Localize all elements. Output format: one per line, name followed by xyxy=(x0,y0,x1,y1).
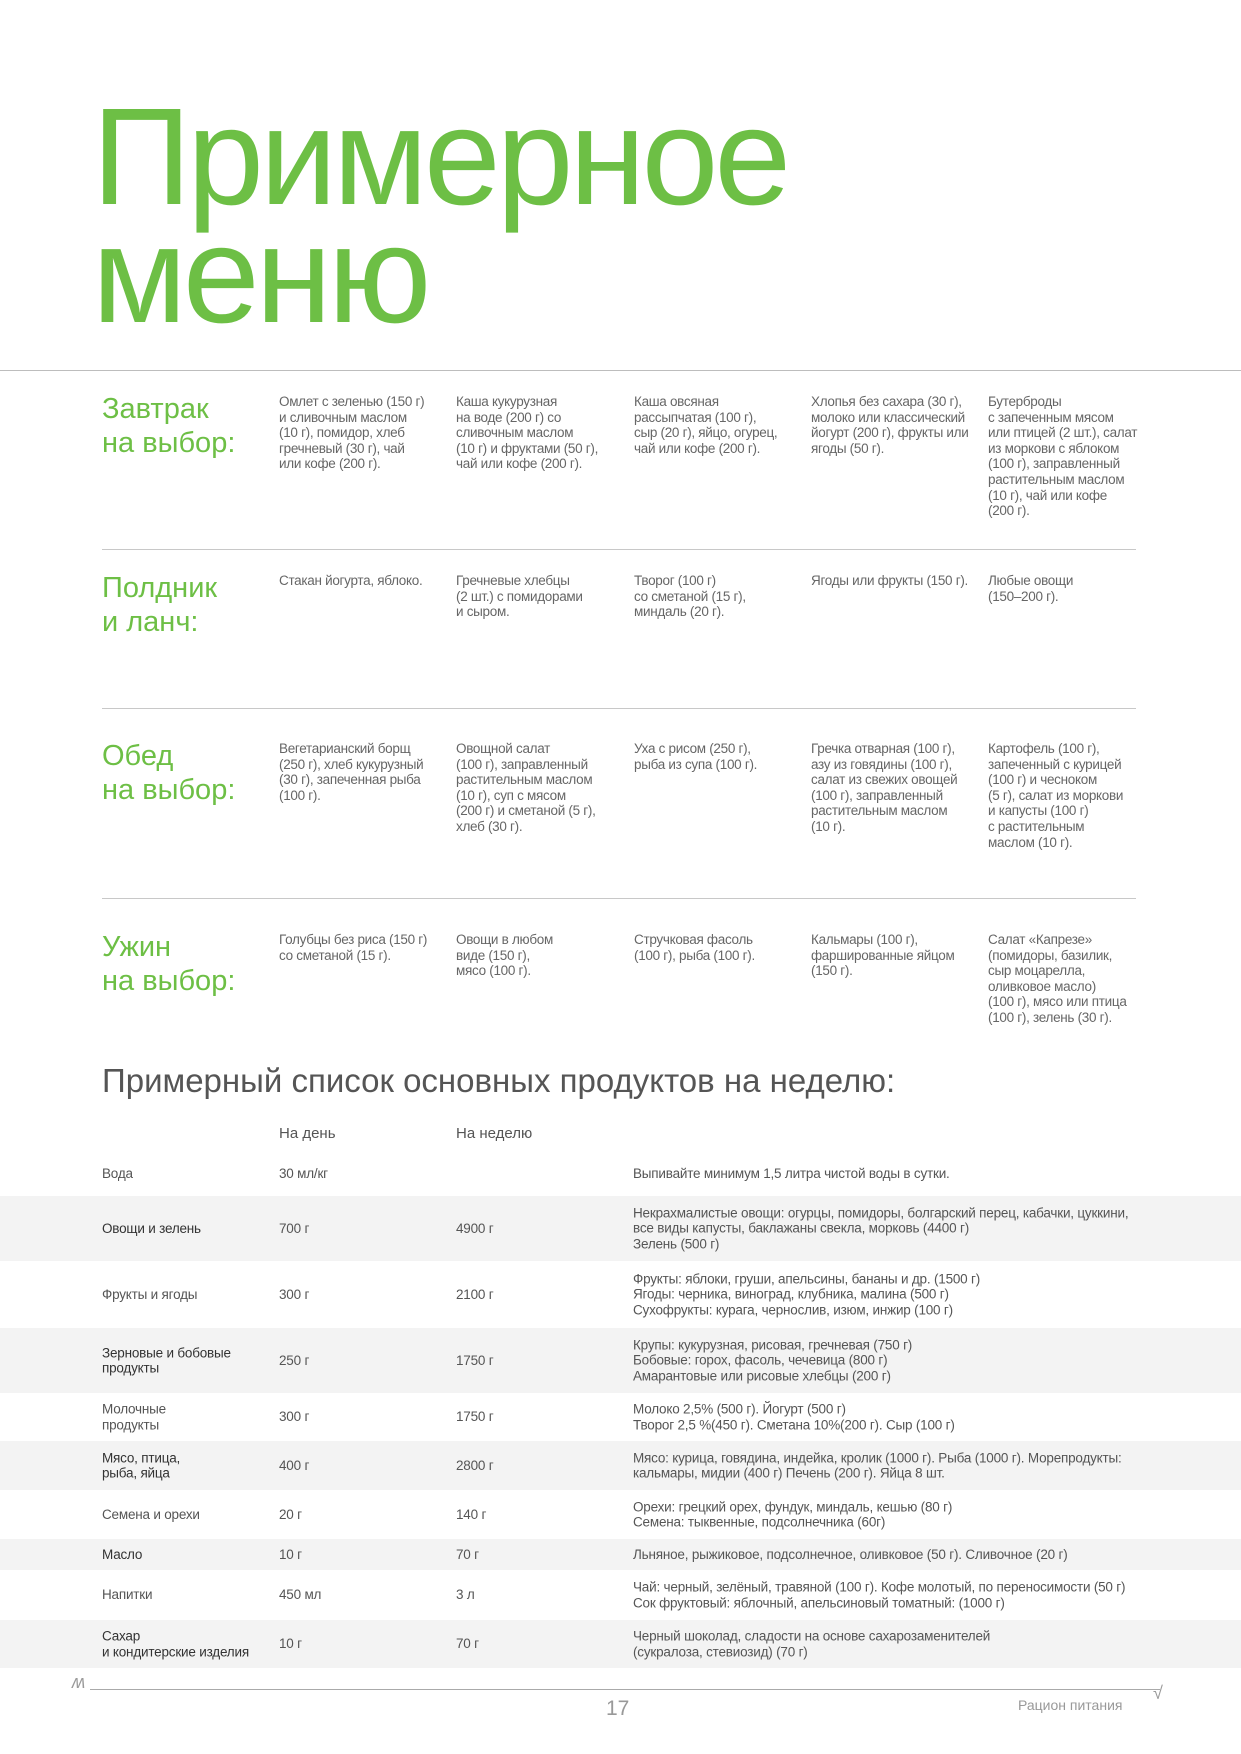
table-row: Зерновые и бобовые продукты 250 г 1750 г Кр… xyxy=(0,1328,1241,1393)
cell-name: Напитки xyxy=(102,1587,153,1603)
cell-week: 3 л xyxy=(456,1587,475,1603)
cell-note: Орехи: грецкий орех, фундук, миндаль, ке… xyxy=(633,1498,953,1530)
cell-day: 400 г xyxy=(279,1457,310,1473)
table-row: Вода 30 мл/кг Выпивайте минимум 1,5 литра … xyxy=(0,1152,1241,1196)
cell-note: Молоко 2,5% (500 г). Йогурт (500 г) Твор… xyxy=(633,1401,955,1432)
meal-option: Хлопья без сахара (30 г), молоко или кла… xyxy=(811,394,969,456)
cell-day: 30 мл/кг xyxy=(279,1166,328,1182)
meal-option: Гречневые хлебцы (2 шт.) с помидорами и … xyxy=(456,573,583,620)
cell-note: Мясо: курица, говядина, индейка, кролик … xyxy=(633,1449,1122,1481)
divider xyxy=(102,549,1136,550)
cell-name: Овощи и зелень xyxy=(102,1220,201,1236)
cell-week: 2800 г xyxy=(456,1457,494,1473)
cell-day: 20 г xyxy=(279,1506,302,1522)
meal-label: Обед на выбор: xyxy=(102,740,236,806)
cell-name: Сахар и кондитерские изделия xyxy=(102,1628,249,1659)
table-row: Молочные продукты 300 г 1750 г Молоко 2,5% … xyxy=(0,1393,1241,1441)
cell-week: 70 г xyxy=(456,1546,479,1562)
divider xyxy=(0,370,1241,371)
meal-label: Завтрак на выбор: xyxy=(102,393,236,459)
meal-option: Гречка отварная (100 г), азу из говядины… xyxy=(811,741,958,834)
title-line-1: Примерное xyxy=(92,80,791,234)
cell-note: Фрукты: яблоки, груши, апельсины, бананы… xyxy=(633,1271,981,1318)
page-number: 17 xyxy=(606,1697,630,1720)
meal-label: Полдник и ланч: xyxy=(102,572,218,638)
title-line-2: меню xyxy=(92,198,431,352)
meal-option: Ягоды или фрукты (150 г). xyxy=(811,573,968,588)
meal-option: Салат «Капрезе» (помидоры, базилик, сыр … xyxy=(988,932,1127,1025)
cell-note: Чай: черный, зелёный, травяной (100 г). … xyxy=(633,1579,1126,1610)
cell-day: 300 г xyxy=(279,1286,310,1302)
meal-option: Кальмары (100 г), фаршированные яйцом (1… xyxy=(811,932,955,979)
column-header-day: На день xyxy=(279,1125,336,1142)
divider xyxy=(102,708,1136,709)
products-heading: Примерный список основных продуктов на н… xyxy=(102,1062,896,1099)
meal-option: Голубцы без риса (150 г) со сметаной (15… xyxy=(279,932,428,963)
table-row: Сахар и кондитерские изделия 10 г 70 г Черн… xyxy=(0,1620,1241,1668)
meal-option: Стручковая фасоль (100 г), рыба (100 г). xyxy=(634,932,755,963)
cell-note: Льняное, рыжиковое, подсолнечное, оливко… xyxy=(633,1546,1068,1562)
cell-name: Зерновые и бобовые продукты xyxy=(102,1344,231,1376)
page-title: Примерное меню xyxy=(92,88,791,344)
meal-option: Вегетарианский борщ (250 г), хлеб кукуру… xyxy=(279,741,424,803)
cell-day: 10 г xyxy=(279,1636,302,1652)
meal-option: Овощной салат (100 г), заправленный раст… xyxy=(456,741,596,834)
meal-option: Творог (100 г) со сметаной (15 г), минда… xyxy=(634,573,746,620)
cell-week: 70 г xyxy=(456,1636,479,1652)
cell-week: 4900 г xyxy=(456,1220,494,1236)
footer-line xyxy=(90,1689,1160,1690)
cell-day: 10 г xyxy=(279,1546,302,1562)
cell-note: Выпивайте минимум 1,5 литра чистой воды … xyxy=(633,1166,950,1182)
meal-option: Омлет с зеленью (150 г) и сливочным масл… xyxy=(279,394,425,472)
meal-option: Каша кукурузная на воде (200 г) со сливо… xyxy=(456,394,599,472)
meal-option: Стакан йогурта, яблоко. xyxy=(279,573,423,588)
table-row: Семена и орехи 20 г 140 г Орехи: грецкий ор… xyxy=(0,1490,1241,1539)
meal-option: Любые овощи (150–200 г). xyxy=(988,573,1074,604)
cell-name: Мясо, птица, рыба, яйца xyxy=(102,1449,181,1481)
cell-name: Молочные продукты xyxy=(102,1401,166,1432)
cell-week: 140 г xyxy=(456,1506,487,1522)
cell-day: 700 г xyxy=(279,1220,310,1236)
cell-day: 300 г xyxy=(279,1409,310,1425)
meal-option: Картофель (100 г), запеченный с курицей … xyxy=(988,741,1124,850)
cell-week: 1750 г xyxy=(456,1409,494,1425)
table-row: Напитки 450 мл 3 л Чай: черный, зелёный, тр… xyxy=(0,1570,1241,1620)
column-header-week: На неделю xyxy=(456,1125,533,1142)
cell-name: Семена и орехи xyxy=(102,1506,200,1522)
cell-week: 1750 г xyxy=(456,1352,494,1368)
cell-note: Некрахмалистые овощи: огурцы, помидоры, … xyxy=(633,1205,1129,1252)
meal-label: Ужин на выбор: xyxy=(102,931,236,997)
cell-name: Фрукты и ягоды xyxy=(102,1286,198,1302)
meal-option: Уха с рисом (250 г), рыба из супа (100 г… xyxy=(634,741,758,772)
footer-section-title: Рацион питания xyxy=(1018,1697,1123,1713)
cell-name: Масло xyxy=(102,1546,143,1562)
divider xyxy=(102,898,1136,899)
table-row: Мясо, птица, рыба, яйца 400 г 2800 г Мясо: … xyxy=(0,1441,1241,1490)
cell-note: Крупы: кукурузная, рисовая, гречневая (7… xyxy=(633,1337,913,1384)
meal-option: Каша овсяная рассыпчатая (100 г), сыр (2… xyxy=(634,394,778,456)
table-row: Фрукты и ягоды 300 г 2100 г Фрукты: яблоки,… xyxy=(0,1261,1241,1328)
meal-option: Овощи в любом виде (150 г), мясо (100 г)… xyxy=(456,932,553,979)
decorative-check-icon: √ xyxy=(1153,1683,1163,1703)
meal-option: Бутерброды с запеченным мясом или птицей… xyxy=(988,394,1138,519)
cell-day: 450 мл xyxy=(279,1587,322,1603)
table-row: Овощи и зелень 700 г 4900 г Некрахмалистые … xyxy=(0,1196,1241,1261)
cell-note: Черный шоколад, сладости на основе сахар… xyxy=(633,1628,991,1659)
cell-week: 2100 г xyxy=(456,1286,494,1302)
cell-name: Вода xyxy=(102,1166,133,1182)
cell-day: 250 г xyxy=(279,1352,310,1368)
table-row: Масло 10 г 70 г Льняное, рыжиковое, подсолн… xyxy=(0,1539,1241,1570)
decorative-mark-icon: ʍ xyxy=(72,1672,85,1692)
